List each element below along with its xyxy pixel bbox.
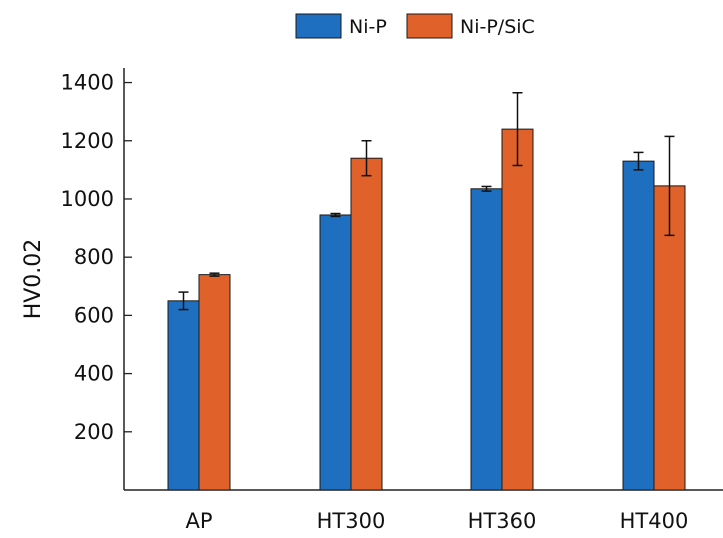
legend-swatch-0 xyxy=(295,13,342,39)
bar-ni-p-ht400 xyxy=(622,160,655,491)
legend-swatch-1 xyxy=(406,13,453,39)
y-tick-label-800: 800 xyxy=(74,245,114,269)
bar-ni-p-ap xyxy=(167,300,200,491)
y-tick-label-1200: 1200 xyxy=(61,129,114,153)
bar-ni-p-sic-ht300 xyxy=(350,157,383,491)
legend-label-0: Ni-P xyxy=(349,16,387,38)
y-tick-label-1400: 1400 xyxy=(61,71,114,95)
bar-ni-p-sic-ap xyxy=(198,274,231,491)
y-axis-label: HV0.02 xyxy=(21,239,46,320)
y-tick-label-600: 600 xyxy=(74,303,114,327)
x-tick-label-HT360: HT360 xyxy=(468,509,537,533)
x-tick-label-HT400: HT400 xyxy=(620,509,689,533)
bar-ni-p-ht360 xyxy=(470,188,503,491)
y-tick-label-1000: 1000 xyxy=(61,187,114,211)
x-tick-label-AP: AP xyxy=(185,509,212,533)
bar-ni-p-sic-ht360 xyxy=(501,128,534,491)
y-tick-label-400: 400 xyxy=(74,362,114,386)
legend-label-1: Ni-P/SiC xyxy=(460,16,535,38)
y-tick-label-200: 200 xyxy=(74,420,114,444)
x-tick-label-HT300: HT300 xyxy=(317,509,386,533)
bar-ni-p-ht300 xyxy=(319,214,352,491)
